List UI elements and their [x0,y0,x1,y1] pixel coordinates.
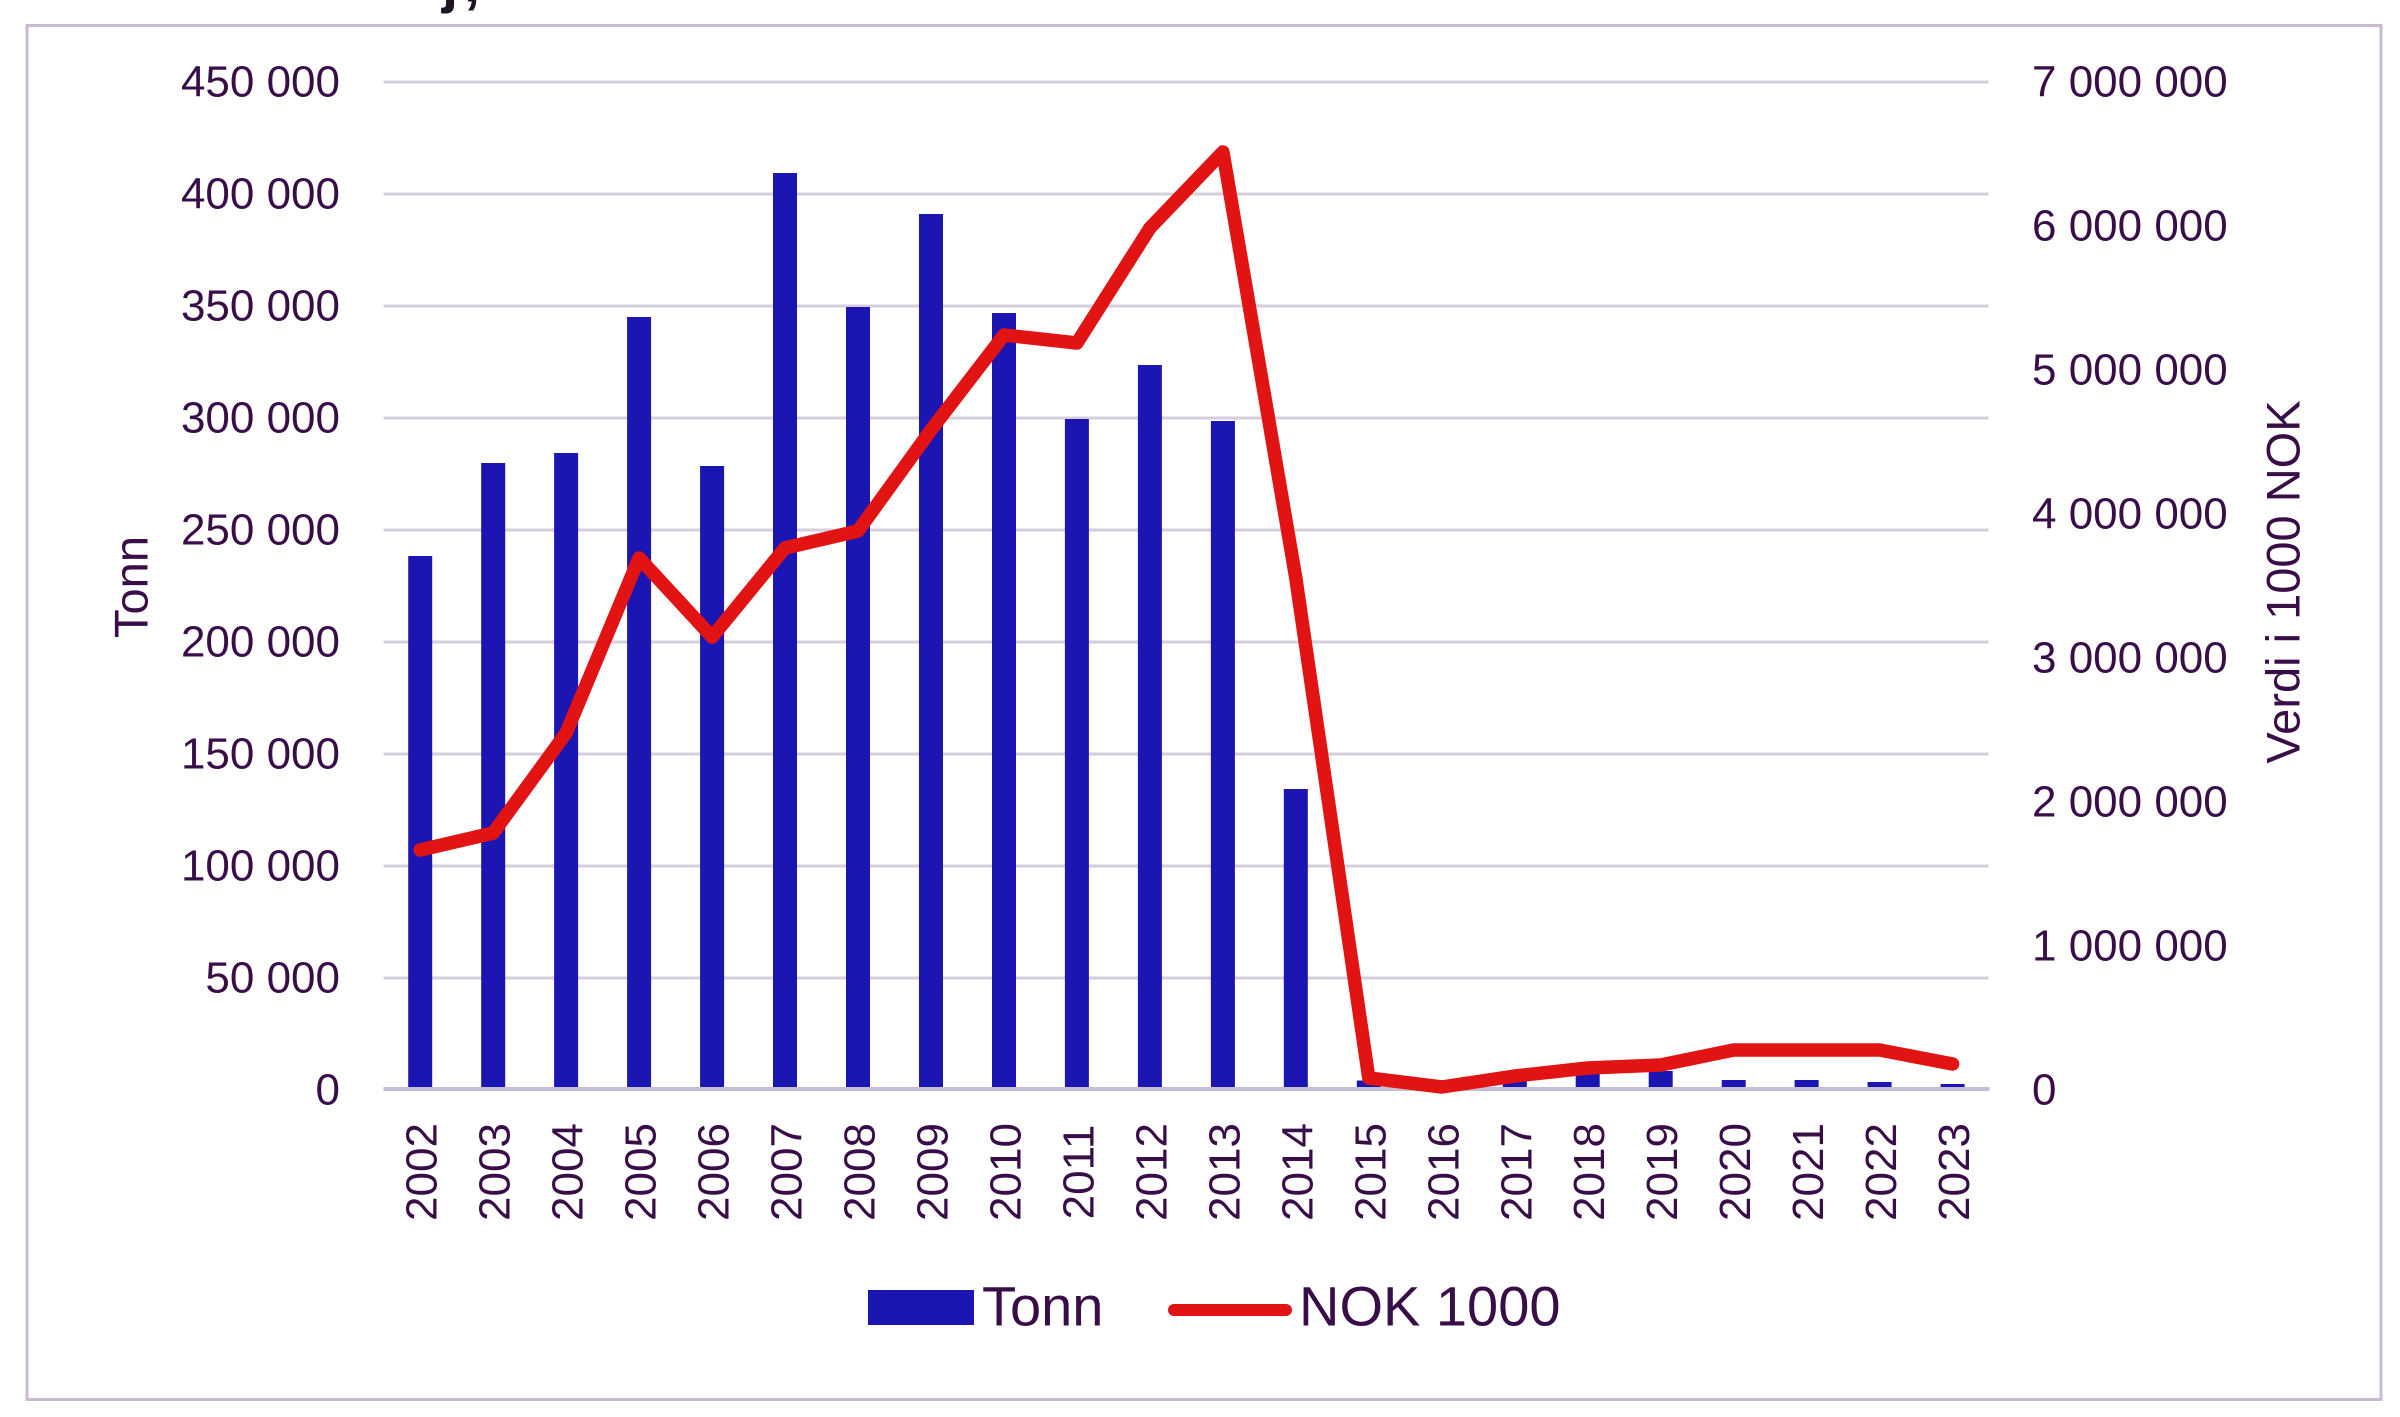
svg-text:2011: 2011 [1054,1125,1103,1220]
svg-text:3 000 000: 3 000 000 [2032,634,2228,683]
svg-text:2021: 2021 [1784,1123,1833,1221]
svg-text:Verdi i 1000 NOK: Verdi i 1000 NOK [2257,400,2310,763]
svg-text:2020: 2020 [1711,1123,1760,1221]
svg-text:2018: 2018 [1565,1123,1614,1221]
svg-text:2005: 2005 [617,1123,666,1221]
svg-text:7 000 000: 7 000 000 [2032,58,2228,107]
svg-text:2014: 2014 [1273,1123,1322,1221]
svg-text:2003: 2003 [471,1123,520,1221]
svg-text:200 000: 200 000 [181,618,340,667]
svg-text:Tonn: Tonn [105,536,158,638]
svg-text:2 000 000: 2 000 000 [2032,778,2228,827]
svg-text:j: j [441,0,458,15]
svg-text:2004: 2004 [544,1123,593,1221]
svg-text:2002: 2002 [398,1123,447,1221]
svg-text:6 000 000: 6 000 000 [2032,202,2228,251]
svg-text:2013: 2013 [1200,1123,1249,1221]
svg-text:0: 0 [2032,1066,2056,1115]
svg-text:150 000: 150 000 [181,730,340,779]
svg-text:2006: 2006 [690,1123,739,1221]
svg-text:2023: 2023 [1930,1123,1979,1221]
svg-text:NOK 1000: NOK 1000 [1299,1275,1561,1338]
svg-text:0: 0 [316,1066,340,1115]
svg-text:100 000: 100 000 [181,842,340,891]
svg-text:50 000: 50 000 [205,954,340,1003]
svg-text:2007: 2007 [763,1123,812,1221]
svg-text:2017: 2017 [1492,1123,1541,1221]
svg-text:300 000: 300 000 [181,394,340,443]
svg-text:350 000: 350 000 [181,282,340,331]
svg-text:2016: 2016 [1419,1123,1468,1221]
svg-text:1 000 000: 1 000 000 [2032,922,2228,971]
svg-text:400 000: 400 000 [181,170,340,219]
svg-text:250 000: 250 000 [181,506,340,555]
svg-text:5 000 000: 5 000 000 [2032,346,2228,395]
svg-text:2012: 2012 [1127,1123,1176,1221]
svg-text:2010: 2010 [982,1123,1031,1221]
svg-text:4 000 000: 4 000 000 [2032,490,2228,539]
svg-text:Tonn: Tonn [982,1275,1103,1338]
svg-text:2022: 2022 [1857,1123,1906,1221]
svg-text:2019: 2019 [1638,1123,1687,1221]
svg-text:2008: 2008 [836,1123,885,1221]
svg-text:,: , [464,0,480,15]
svg-text:450 000: 450 000 [181,58,340,107]
svg-text:2009: 2009 [909,1123,958,1221]
svg-text:2015: 2015 [1346,1123,1395,1221]
